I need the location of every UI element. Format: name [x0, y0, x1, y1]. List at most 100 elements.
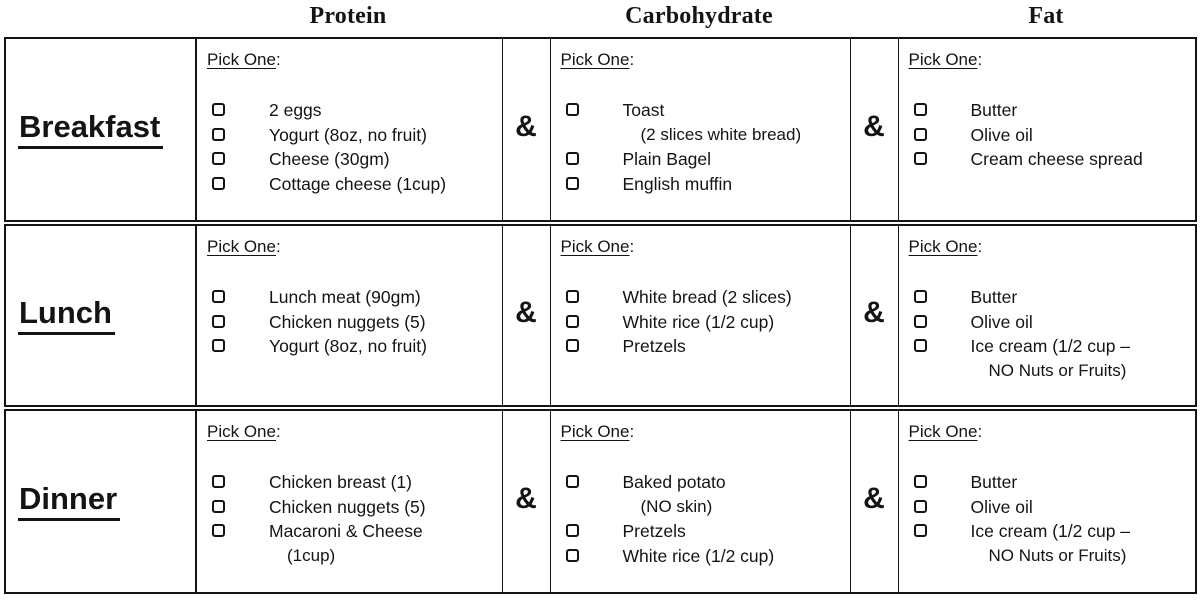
meal-label-dinner: Dinner: [18, 482, 121, 521]
checkbox-icon[interactable]: [565, 103, 579, 116]
checkbox-icon[interactable]: [565, 290, 579, 303]
option-row: Plain Bagel: [565, 147, 846, 172]
option-row: White rice (1/2 cup): [565, 544, 846, 569]
ampersand-separator: &: [849, 38, 898, 226]
option-row: Ice cream (1/2 cup –: [913, 519, 1192, 544]
option-label: Ice cream (1/2 cup –: [970, 521, 1131, 541]
pick-one-colon: :: [629, 50, 635, 69]
meal-label-lunch: Lunch: [18, 296, 115, 335]
option-label: English muffin: [622, 173, 733, 194]
checkbox-icon[interactable]: [212, 524, 225, 537]
option-row: Olive oil: [913, 310, 1192, 335]
checkbox-icon[interactable]: [913, 475, 927, 488]
checkbox-icon[interactable]: [212, 314, 225, 328]
pick-one-colon: :: [977, 237, 983, 256]
pick-one-text: Pick One: [560, 422, 630, 441]
checkbox-icon[interactable]: [565, 152, 579, 165]
cell-dinner-carbohydrate: Pick One: Baked potato (NO skin) Pretzel…: [549, 408, 850, 593]
option-row: 2 eggs: [212, 98, 498, 123]
checkbox-icon[interactable]: [913, 524, 927, 537]
checkbox-icon[interactable]: [913, 290, 927, 303]
option-label: Yogurt (8oz, no fruit): [269, 124, 427, 145]
option-label: White rice (1/2 cup): [622, 545, 775, 566]
checkbox-icon[interactable]: [565, 339, 579, 352]
pick-one-colon: :: [977, 422, 983, 441]
option-label: Cottage cheese (1cup): [269, 173, 447, 194]
ampersand-separator: &: [501, 408, 550, 593]
option-row: Olive oil: [913, 123, 1192, 148]
checkbox-icon[interactable]: [913, 314, 927, 328]
option-label: Lunch meat (90gm): [269, 287, 421, 307]
pick-one-text: Pick One: [908, 237, 978, 256]
meal-cell-breakfast: Breakfast: [5, 38, 196, 226]
option-row: Chicken nuggets (5): [212, 310, 498, 335]
option-label: White rice (1/2 cup): [622, 311, 775, 332]
pick-one-text: Pick One: [908, 50, 978, 69]
option-row: Pretzels: [565, 334, 846, 359]
checkbox-icon[interactable]: [913, 152, 927, 165]
pick-one-colon: :: [629, 237, 635, 256]
checkbox-icon[interactable]: [913, 339, 927, 352]
pick-one-text: Pick One: [560, 237, 630, 256]
column-header-protein: Protein: [309, 3, 387, 29]
option-label: Cheese (30gm): [269, 149, 390, 169]
pick-one-label: Pick One:: [207, 237, 498, 257]
option-label: Chicken nuggets (5): [269, 311, 426, 332]
checkbox-icon[interactable]: [913, 103, 927, 116]
pick-one-label: Pick One:: [909, 50, 1192, 70]
option-row: Cream cheese spread: [913, 147, 1192, 172]
option-row: Butter: [913, 98, 1192, 123]
pick-one-text: Pick One: [560, 50, 630, 69]
checkbox-icon[interactable]: [565, 176, 579, 190]
option-row: Lunch meat (90gm): [212, 285, 498, 310]
checkbox-icon[interactable]: [565, 548, 579, 562]
option-label: Chicken breast (1): [269, 472, 412, 492]
option-label: Olive oil: [970, 124, 1033, 145]
checkbox-icon[interactable]: [565, 524, 579, 537]
option-label: Cream cheese spread: [970, 149, 1143, 169]
checkbox-icon[interactable]: [565, 314, 579, 328]
option-row: Toast: [565, 98, 846, 123]
option-label: Pretzels: [622, 521, 686, 541]
ampersand-separator: &: [849, 223, 898, 411]
ampersand-separator: &: [501, 223, 550, 411]
cell-lunch-carbohydrate: Pick One: White bread (2 slices) White r…: [549, 223, 850, 411]
pick-one-text: Pick One: [207, 237, 276, 256]
cell-lunch-fat: Pick One: Butter Olive oil Ice cream (1/…: [897, 223, 1196, 411]
checkbox-icon[interactable]: [212, 127, 225, 141]
checkbox-icon[interactable]: [212, 152, 225, 165]
checkbox-icon[interactable]: [212, 290, 225, 303]
checkbox-icon[interactable]: [212, 475, 225, 488]
option-label: Ice cream (1/2 cup –: [970, 336, 1131, 356]
pick-one-label: Pick One:: [207, 50, 498, 70]
pick-one-colon: :: [275, 50, 281, 69]
pick-one-label: Pick One:: [909, 422, 1192, 442]
option-row: Yogurt (8oz, no fruit): [212, 334, 498, 359]
option-row: Cottage cheese (1cup): [212, 172, 498, 197]
pick-one-colon: :: [275, 237, 281, 256]
cell-breakfast-carbohydrate: Pick One: Toast (2 slices white bread) P…: [549, 38, 850, 226]
option-label: Yogurt (8oz, no fruit): [269, 336, 427, 356]
meal-label-breakfast: Breakfast: [18, 110, 164, 149]
checkbox-icon[interactable]: [913, 127, 927, 141]
cell-dinner-protein: Pick One: Chicken breast (1) Chicken nug…: [195, 408, 502, 593]
meal-cell-lunch: Lunch: [5, 223, 196, 411]
option-row: Pretzels: [565, 519, 846, 544]
option-label: Butter: [970, 287, 1018, 307]
checkbox-icon[interactable]: [565, 475, 579, 488]
option-label: Plain Bagel: [622, 149, 712, 169]
option-row: Olive oil: [913, 495, 1192, 520]
checkbox-icon[interactable]: [212, 103, 225, 116]
column-header-carbohydrate: Carbohydrate: [625, 3, 773, 29]
pick-one-label: Pick One:: [561, 50, 846, 70]
option-row: Baked potato: [565, 470, 846, 495]
option-row: English muffin: [565, 172, 846, 197]
meal-cell-dinner: Dinner: [5, 408, 196, 593]
option-sublabel: (1cup): [287, 545, 336, 565]
option-row: Cheese (30gm): [212, 147, 498, 172]
checkbox-icon[interactable]: [913, 499, 927, 513]
checkbox-icon[interactable]: [212, 499, 225, 513]
checkbox-icon[interactable]: [212, 176, 225, 190]
checkbox-icon[interactable]: [212, 339, 225, 352]
option-label: Butter: [970, 472, 1018, 492]
